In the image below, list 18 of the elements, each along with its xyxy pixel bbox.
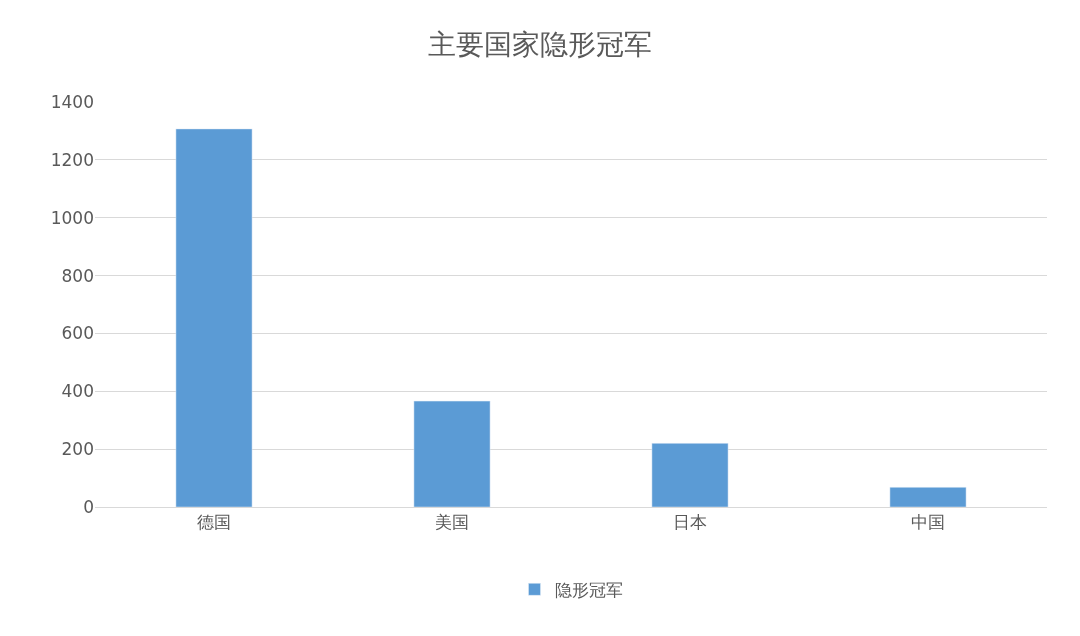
chart-title: 主要国家隐形冠军 [428, 28, 652, 62]
bar [413, 400, 491, 507]
y-tick-label: 1200 [50, 149, 94, 170]
bar [175, 128, 253, 507]
y-tick-label: 1400 [50, 91, 94, 112]
x-tick-label: 德国 [197, 512, 231, 533]
legend-label: 隐形冠军 [554, 579, 623, 600]
y-tick-label: 0 [83, 496, 94, 517]
y-tick-label: 800 [61, 265, 94, 286]
x-tick-label: 日本 [673, 512, 707, 533]
y-tick-label: 600 [61, 323, 94, 344]
bar [651, 443, 729, 507]
x-tick-label: 美国 [435, 512, 469, 533]
bar [889, 487, 967, 507]
y-tick-label: 1000 [50, 207, 94, 228]
y-tick-label: 200 [61, 439, 94, 460]
x-tick-label: 中国 [911, 512, 945, 533]
y-tick-label: 400 [61, 381, 94, 402]
